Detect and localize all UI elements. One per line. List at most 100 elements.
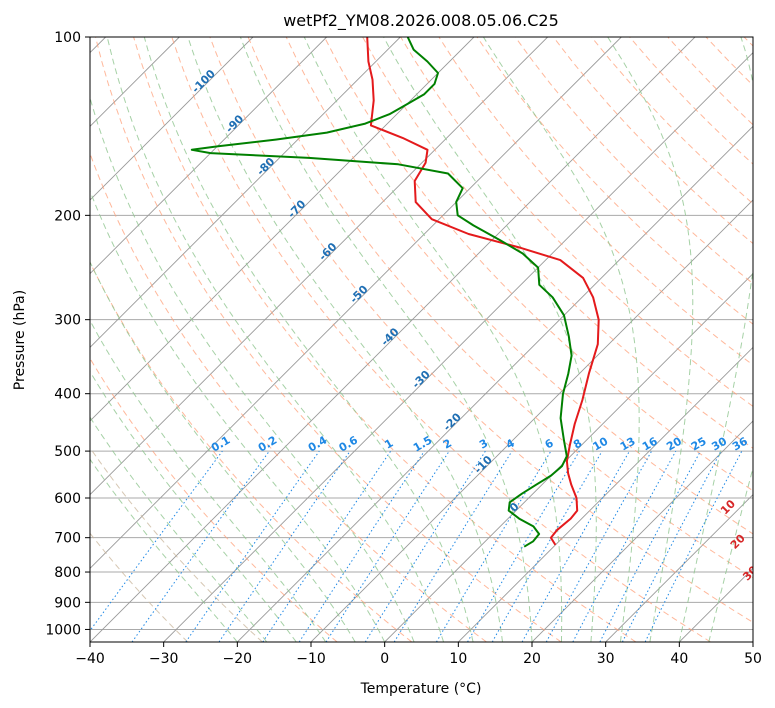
isotherm-label: -30 <box>410 368 433 391</box>
dry-adiabat <box>323 37 753 492</box>
dry-adiabat <box>285 37 753 535</box>
isotherm-line <box>90 37 622 569</box>
y-axis: 100 200 300 400 500 600 700 800 900 1000 <box>45 30 90 638</box>
mixing-ratio-line <box>572 450 677 642</box>
dry-adiabat <box>705 37 753 87</box>
background-lines <box>90 37 753 642</box>
mixing-ratio-label: 6 <box>543 436 556 451</box>
mixing-ratio-label: 2 <box>441 437 454 452</box>
isotherm-line <box>90 37 327 275</box>
y-tick-label: 500 <box>54 444 81 460</box>
theta-e-label: 10 <box>718 497 738 517</box>
isotherm-line <box>752 641 753 642</box>
x-tick-label: −10 <box>296 651 326 667</box>
mixing-ratio-line <box>364 450 486 642</box>
y-tick-label: 200 <box>54 208 81 224</box>
x-tick-label: 20 <box>523 651 541 667</box>
x-tick-label: −20 <box>223 651 253 667</box>
mixing-ratio-line <box>521 450 630 642</box>
dry-adiabat <box>90 357 338 642</box>
x-tick-label: −30 <box>149 651 179 667</box>
isotherm-line <box>90 37 696 642</box>
mixing-ratio-line <box>644 450 743 642</box>
mixing-ratio-line <box>131 450 270 642</box>
mixing-ratio-line <box>467 450 580 642</box>
profile-series <box>190 37 600 548</box>
dry-adiabat <box>90 446 263 642</box>
isotherm-line <box>458 346 753 642</box>
moist-adiabat <box>90 319 327 642</box>
isotherm-line <box>531 420 753 642</box>
moist-adiabat <box>90 370 297 642</box>
y-tick-label: 300 <box>54 313 81 329</box>
isotherm-line <box>605 494 753 642</box>
y-axis-label: Pressure (hPa) <box>12 290 28 390</box>
isotherm-label: -90 <box>223 112 246 135</box>
mixing-ratio-line <box>393 450 513 642</box>
moist-adiabat <box>607 37 694 642</box>
dewpoint-profile-line <box>190 37 573 548</box>
y-tick-label: 600 <box>54 491 81 507</box>
isotherm-line <box>90 37 401 348</box>
dry-adiabat <box>95 37 562 642</box>
dry-adiabat <box>90 261 413 642</box>
dry-adiabat <box>209 37 753 623</box>
theta-e-label: 40 <box>753 595 773 615</box>
isotherm-label: -80 <box>254 155 277 178</box>
moist-adiabat <box>708 466 753 642</box>
dry-adiabat <box>514 37 753 285</box>
dry-adiabat <box>743 37 753 47</box>
y-tick-label: 900 <box>54 595 81 611</box>
moist-adiabat <box>239 37 533 642</box>
plot-frame <box>89 36 754 643</box>
chart-title: wetPf2_YM08.2026.008.05.06.C25 <box>283 11 559 31</box>
mixing-ratio-line <box>545 450 653 642</box>
moist-adiabat <box>90 96 415 642</box>
isotherm-label: -70 <box>285 197 308 220</box>
y-tick-label: 800 <box>54 565 81 581</box>
x-tick-label: −40 <box>75 651 105 667</box>
mixing-ratio-line <box>90 450 223 632</box>
mixing-ratio-line <box>325 450 450 642</box>
dry-adiabat <box>667 37 753 126</box>
mixing-ratio-line <box>218 450 351 642</box>
dry-adiabat <box>438 37 753 366</box>
moist-adiabat <box>90 458 238 642</box>
x-tick-label: 10 <box>449 651 467 667</box>
isotherm-line <box>163 52 753 642</box>
theta-e-label: 30 <box>740 563 760 583</box>
dry-adiabat <box>552 37 753 245</box>
moist-adiabat <box>90 189 386 642</box>
moist-adiabat <box>303 37 563 642</box>
x-tick-label: 30 <box>597 651 615 667</box>
moist-adiabat <box>482 37 640 642</box>
x-tick-label: 0 <box>380 651 389 667</box>
mixing-ratio-line <box>298 450 425 642</box>
y-tick-label: 100 <box>54 30 81 46</box>
dry-adiabat <box>90 532 189 642</box>
moist-adiabat <box>383 37 597 642</box>
isotherm-line <box>90 37 475 422</box>
moist-adiabat <box>143 37 474 642</box>
isotherm-line <box>90 37 254 201</box>
x-tick-label: 40 <box>670 651 688 667</box>
isotherm-line <box>237 125 753 642</box>
isotherm-label: -60 <box>316 240 339 263</box>
temperature-profile-line <box>366 37 600 546</box>
moist-adiabat <box>106 37 445 642</box>
moist-adiabat <box>90 260 356 642</box>
dry-adiabat <box>171 37 711 642</box>
y-tick-label: 700 <box>54 531 81 547</box>
mixing-ratio-line <box>262 450 392 642</box>
x-tick-label: 50 <box>744 651 762 667</box>
isotherm-label: -40 <box>378 325 401 348</box>
isotherm-label: -10 <box>472 453 495 476</box>
isotherm-line <box>384 273 753 642</box>
isotherm-line <box>90 37 548 496</box>
x-axis-label: Temperature (°C) <box>360 681 482 697</box>
moist-adiabat <box>187 37 503 642</box>
x-axis: −40 −30 −20 −10 0 10 20 30 40 50 <box>75 642 762 667</box>
dry-adiabat <box>133 37 637 642</box>
mixing-ratio-line <box>599 450 701 642</box>
